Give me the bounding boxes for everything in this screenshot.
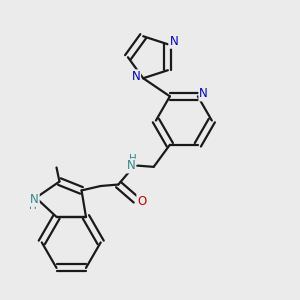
Text: N: N — [200, 88, 208, 100]
Text: N: N — [131, 70, 140, 83]
Text: N: N — [127, 160, 135, 172]
Text: H: H — [129, 154, 137, 164]
Text: N: N — [169, 35, 178, 48]
Text: N: N — [30, 193, 39, 206]
Text: H: H — [29, 201, 37, 211]
Text: O: O — [137, 195, 146, 208]
